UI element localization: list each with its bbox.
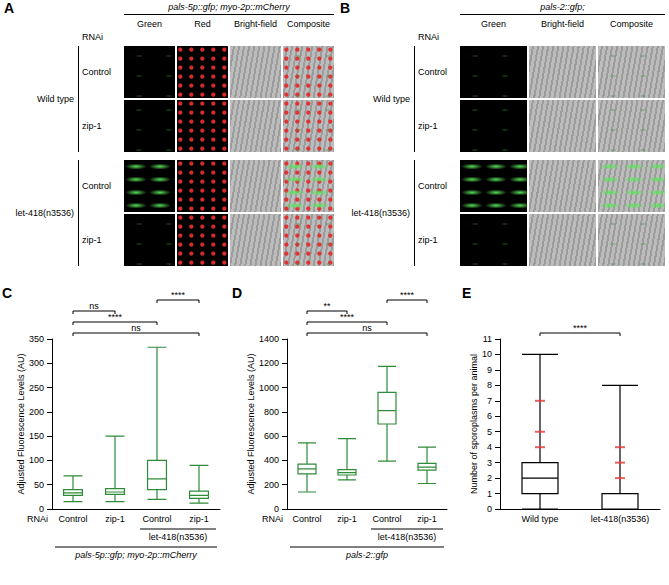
svg-text:250: 250 [29,383,44,393]
html-text:let-418(n3536): let-418(n3536) [351,208,410,218]
svg-text:200: 200 [29,407,44,417]
html-text:Composite: Composite [610,19,653,29]
svg-text:400: 400 [264,455,279,465]
svg-text:6: 6 [487,411,492,421]
svg-text:ns: ns [362,323,372,333]
svg-text:11: 11 [483,334,492,344]
html-text:Green: Green [137,19,162,29]
html-text:pals-5p::gfp; myo-2p::mCherry: pals-5p::gfp; myo-2p::mCherry [168,2,290,12]
svg-text:600: 600 [264,431,279,441]
svg-text:1200: 1200 [259,358,279,368]
svg-text:0: 0 [39,504,44,514]
svg-text:zip-1: zip-1 [105,514,125,524]
svg-text:800: 800 [264,407,279,417]
html-text:Composite: Composite [287,19,330,29]
html-text:Bright-field: Bright-field [234,19,277,29]
html-text:zip-1: zip-1 [82,121,102,131]
html-text:RNAi: RNAi [418,32,439,42]
svg-text:Adjusted Fluorescence Levels (: Adjusted Fluorescence Levels (AU) [246,353,256,494]
svg-text:Adjusted Fluorescence Levels (: Adjusted Fluorescence Levels (AU) [16,353,26,494]
svg-text:8: 8 [487,380,492,390]
html-text:zip-1: zip-1 [82,235,102,245]
svg-text:350: 350 [29,334,44,344]
svg-text:0: 0 [274,504,279,514]
svg-text:****: **** [400,290,415,300]
html-text:B: B [340,0,351,16]
svg-text:10: 10 [482,349,492,359]
svg-text:C: C [2,285,12,301]
html-text:Control: Control [418,181,447,191]
svg-text:150: 150 [29,431,44,441]
svg-text:ns: ns [131,323,141,333]
svg-text:pals-2::gfp: pals-2::gfp [345,550,388,560]
svg-text:pals-5p::gfp; myo-2p::mCherry: pals-5p::gfp; myo-2p::mCherry [74,550,197,560]
html-text:Wild type: Wild type [37,94,74,104]
svg-text:1400: 1400 [259,334,279,344]
svg-text:100: 100 [29,455,44,465]
svg-text:zip-1: zip-1 [337,514,357,524]
svg-text:9: 9 [487,365,492,375]
svg-text:Control: Control [142,514,171,524]
svg-text:E: E [462,285,471,301]
html-text:Red: Red [194,19,211,29]
html-text:RNAi: RNAi [82,32,103,42]
html-text:A: A [4,0,15,16]
html-text:zip-1: zip-1 [418,121,438,131]
svg-text:Control: Control [372,514,401,524]
svg-text:zip-1: zip-1 [189,514,209,524]
svg-text:1: 1 [487,489,492,499]
html-text:let-418(n3536): let-418(n3536) [15,208,74,218]
svg-text:7: 7 [487,396,492,406]
html-text:Control: Control [82,181,111,191]
html-text:Wild type: Wild type [373,94,410,104]
html-text:Bright-field: Bright-field [541,19,584,29]
svg-text:3: 3 [487,458,492,468]
html-text:zip-1: zip-1 [418,235,438,245]
html-text:Control: Control [82,67,111,77]
html-text:Green: Green [481,19,506,29]
svg-text:****: **** [171,290,186,300]
svg-text:**: ** [323,301,331,311]
svg-text:0: 0 [487,504,492,514]
svg-text:50: 50 [34,480,44,490]
svg-text:2: 2 [487,473,492,483]
svg-text:ns: ns [89,301,99,311]
svg-text:D: D [232,285,242,301]
svg-text:1000: 1000 [259,383,279,393]
svg-text:200: 200 [264,480,279,490]
svg-text:4: 4 [487,442,492,452]
svg-text:300: 300 [29,358,44,368]
html-text:pals-2::gfp;: pals-2::gfp; [540,2,585,12]
svg-text:RNAi: RNAi [262,514,283,524]
svg-text:Control: Control [58,514,87,524]
svg-text:RNAi: RNAi [27,514,48,524]
svg-text:let-418(n3536): let-418(n3536) [378,532,437,542]
svg-text:zip-1: zip-1 [417,514,437,524]
html-text:Control: Control [418,67,447,77]
svg-text:Number of sporoplasms per anim: Number of sporoplasms per animal [469,354,479,494]
svg-text:let-418(n3536): let-418(n3536) [591,514,650,524]
svg-text:let-418(n3536): let-418(n3536) [149,532,208,542]
svg-text:****: **** [573,323,588,333]
svg-text:Wild type: Wild type [521,514,558,524]
svg-text:Control: Control [292,514,321,524]
svg-text:5: 5 [487,427,492,437]
